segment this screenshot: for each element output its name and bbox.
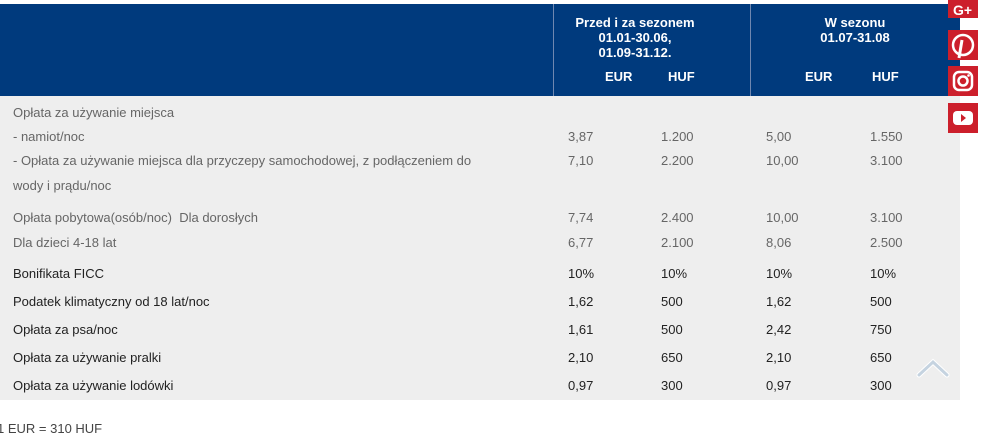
cell-value: 2,10: [568, 350, 594, 365]
cell-value: 750: [870, 322, 892, 337]
cell-value: 10,00: [766, 210, 799, 225]
row-label: Opłata za używanie miejsca: [13, 105, 175, 120]
row-label: - Opłata za używanie miejsca dla przycze…: [13, 153, 472, 168]
cell-value: 3.100: [870, 153, 903, 168]
cell-value: 650: [661, 350, 683, 365]
cell-value: 300: [661, 378, 683, 393]
cell-value: 2,42: [766, 322, 792, 337]
cell-value: 5,00: [766, 129, 792, 144]
header-label: 01.09-31.12.: [598, 45, 672, 60]
header-sub-label: HUF: [668, 69, 695, 84]
row-label: Podatek klimatyczny od 18 lat/noc: [13, 294, 210, 309]
pinterest-icon[interactable]: [948, 30, 978, 60]
row-label: Bonifikata FICC: [13, 266, 105, 281]
cell-value: 1.550: [870, 129, 903, 144]
row-label: - namiot/noc: [13, 129, 85, 144]
cell-value: 6,77: [568, 235, 594, 250]
cell-value: 650: [870, 350, 892, 365]
cell-value: 10%: [568, 266, 595, 281]
cell-value: 1,62: [766, 294, 792, 309]
divider: [553, 4, 554, 96]
cell-value: 7,74: [568, 210, 594, 225]
instagram-icon[interactable]: [948, 66, 978, 96]
cell-value: 2.100: [661, 235, 694, 250]
footer-note: 1 EUR = 310 HUF: [0, 421, 103, 436]
header-label: Przed i za sezonem: [575, 15, 695, 30]
row-label: Opłata za używanie lodówki: [13, 378, 174, 393]
header-sub-label: EUR: [605, 69, 633, 84]
cell-value: 0,97: [766, 378, 792, 393]
cell-value: 1,62: [568, 294, 594, 309]
row-label: Opłata pobytowa(osób/noc) Dla dorosłych: [13, 210, 258, 225]
cell-value: 0,97: [568, 378, 594, 393]
cell-value: 2.500: [870, 235, 903, 250]
cell-value: 1,61: [568, 322, 594, 337]
cell-value: 1.200: [661, 129, 694, 144]
cell-value: 10,00: [766, 153, 799, 168]
row-label: Dla dzieci 4-18 lat: [13, 235, 117, 250]
header-label: W sezonu: [824, 15, 886, 30]
cell-value: 3,87: [568, 129, 594, 144]
cell-value: 7,10: [568, 153, 594, 168]
table-header: Przed i za sezonem 01.01-30.06, 01.09-31.1…: [0, 4, 960, 96]
cell-value: 2,10: [766, 350, 792, 365]
cell-value: 2.400: [661, 210, 694, 225]
cell-value: 8,06: [766, 235, 792, 250]
table-body: Opłata za używanie miejsca - namiot/noc 3,…: [0, 96, 960, 400]
youtube-icon[interactable]: [948, 103, 978, 133]
divider: [750, 4, 751, 96]
scroll-up-button[interactable]: [914, 355, 952, 381]
header-sub-label: HUF: [872, 69, 899, 84]
row-label: Opłata za używanie pralki: [13, 350, 162, 365]
row-label: Opłata za psa/noc: [13, 322, 118, 337]
cell-value: 500: [661, 294, 683, 309]
cell-value: 10%: [870, 266, 897, 281]
google-plus-icon[interactable]: G+: [948, 0, 978, 18]
header-label: 01.01-30.06,: [598, 30, 672, 45]
cell-value: 300: [870, 378, 892, 393]
cell-value: 10%: [766, 266, 793, 281]
cell-value: 500: [870, 294, 892, 309]
cell-value: 2.200: [661, 153, 694, 168]
cell-value: 500: [661, 322, 683, 337]
cell-value: 10%: [661, 266, 688, 281]
row-label: wody i prądu/noc: [13, 178, 112, 193]
google-plus-text[interactable]: G+: [953, 2, 973, 18]
header-sub-label: EUR: [805, 69, 833, 84]
header-label: 01.07-31.08: [820, 30, 890, 45]
cell-value: 3.100: [870, 210, 903, 225]
